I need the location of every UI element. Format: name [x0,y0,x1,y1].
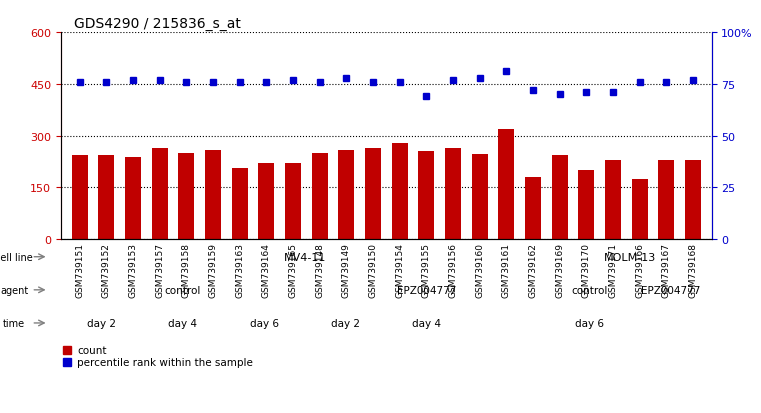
Text: day 2: day 2 [87,318,116,328]
Bar [578,171,594,240]
Text: cell line: cell line [0,252,33,262]
Bar [525,178,541,240]
Text: day 6: day 6 [575,318,604,328]
Text: agent: agent [0,285,28,295]
Text: control: control [164,285,201,295]
Text: MV4-11: MV4-11 [284,252,326,262]
Text: day 4: day 4 [168,318,197,328]
Bar [632,179,648,240]
Text: EPZ004777: EPZ004777 [642,285,701,295]
Bar [125,158,141,240]
Text: day 6: day 6 [250,318,279,328]
Bar [605,160,621,240]
Bar [552,155,568,240]
Text: MOLM-13: MOLM-13 [604,252,656,262]
Bar [72,155,88,240]
Text: EPZ004777: EPZ004777 [397,285,457,295]
Text: count: count [77,345,107,355]
Bar [392,143,408,240]
Text: time: time [3,318,25,328]
Bar [311,154,327,240]
Bar [498,129,514,240]
Bar [178,154,194,240]
Bar [472,154,488,240]
Bar [205,151,221,240]
Bar [685,160,701,240]
Text: control: control [572,285,608,295]
Bar [445,148,461,240]
Bar [258,164,274,240]
Bar [338,151,354,240]
Bar [419,152,435,240]
Bar [231,169,247,240]
Bar [365,148,380,240]
Text: percentile rank within the sample: percentile rank within the sample [77,358,253,368]
Bar [151,148,167,240]
Bar [285,163,301,240]
Bar [658,160,674,240]
Bar [98,155,114,240]
Text: day 4: day 4 [412,318,441,328]
Text: day 2: day 2 [331,318,360,328]
Text: GDS4290 / 215836_s_at: GDS4290 / 215836_s_at [74,17,240,31]
